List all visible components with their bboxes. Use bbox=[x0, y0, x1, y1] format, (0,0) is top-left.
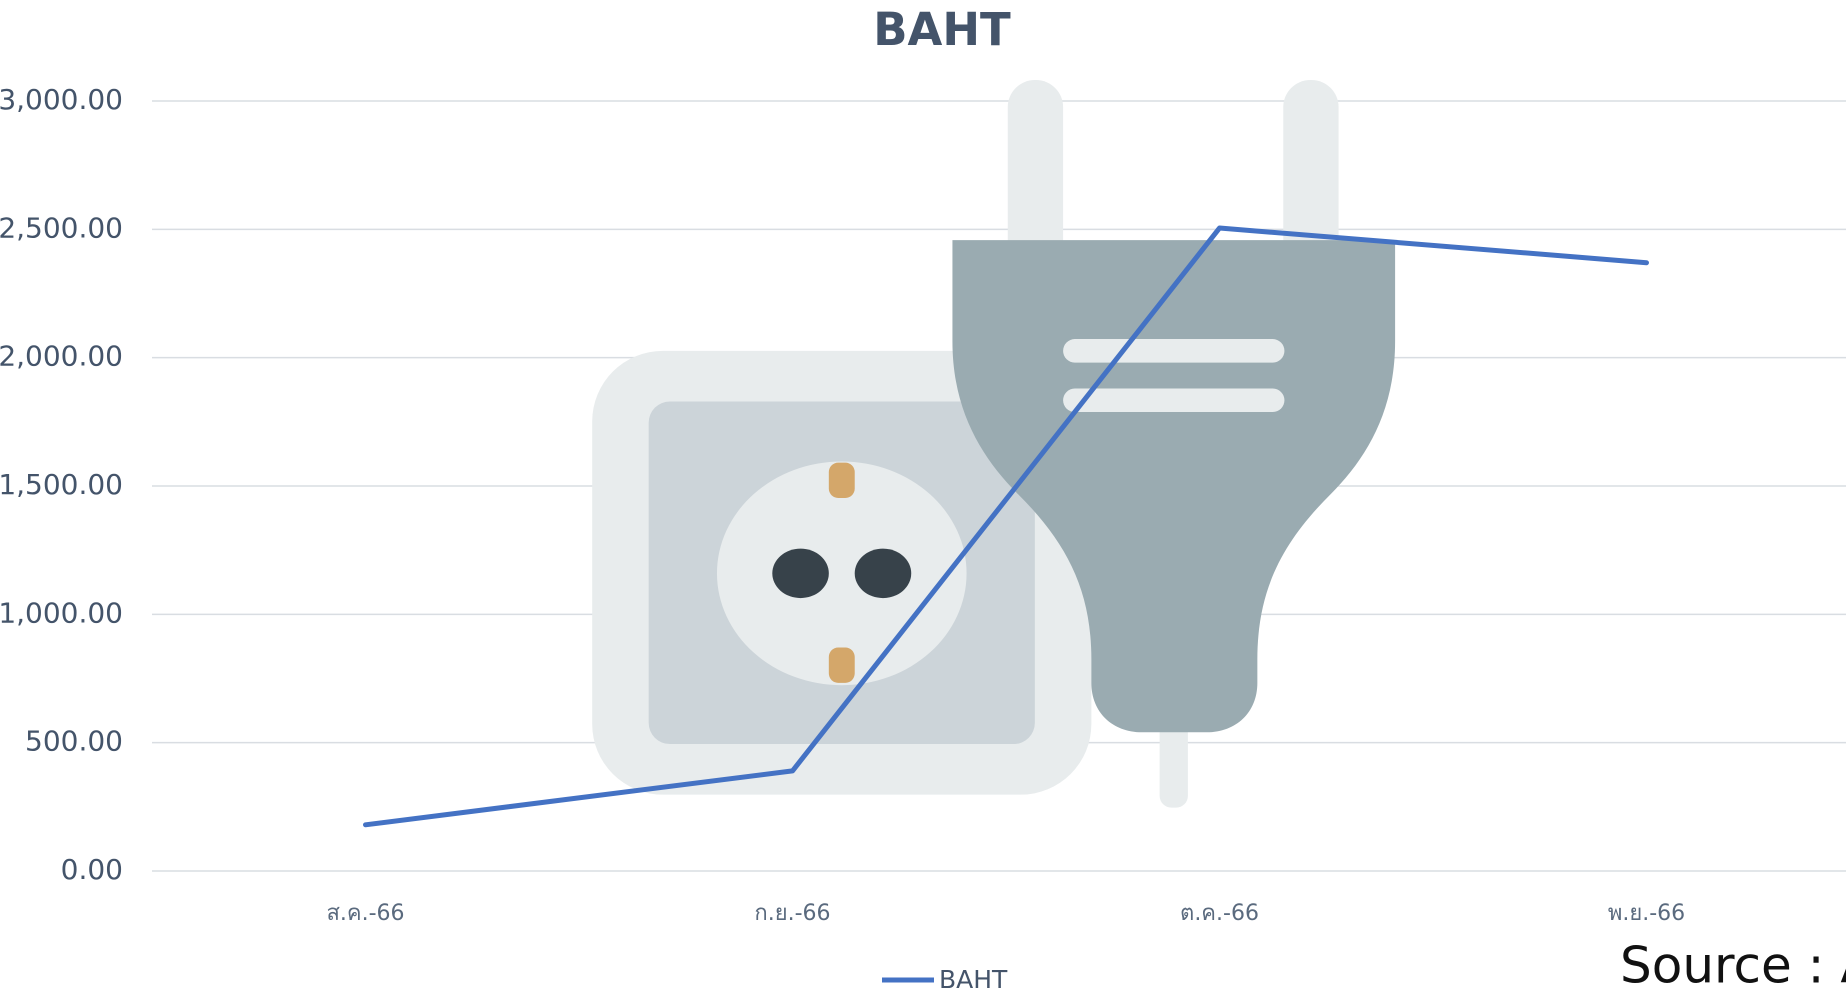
y-tick-label: 0.00 bbox=[61, 853, 123, 886]
x-tick-label: ก.ย.-66 bbox=[754, 901, 830, 926]
plug-illustration bbox=[592, 80, 1396, 808]
chart-title: BAHT bbox=[873, 3, 1011, 56]
x-tick-label: ส.ค.-66 bbox=[326, 901, 404, 926]
y-tick-label: 2,000.00 bbox=[0, 340, 123, 373]
y-tick-label: 2,500.00 bbox=[0, 211, 123, 244]
y-tick-label: 1,000.00 bbox=[0, 596, 123, 629]
legend-label: BAHT bbox=[939, 965, 1008, 994]
x-tick-label: ต.ค.-66 bbox=[1180, 901, 1259, 926]
data-line bbox=[363, 225, 1649, 828]
source-note: Source : A bbox=[1620, 937, 1846, 994]
x-tick-label: พ.ย.-66 bbox=[1608, 901, 1685, 926]
y-tick-label: 1,500.00 bbox=[0, 468, 123, 501]
y-tick-label: 500.00 bbox=[25, 725, 123, 758]
y-tick-label: 3,000.00 bbox=[0, 83, 123, 116]
